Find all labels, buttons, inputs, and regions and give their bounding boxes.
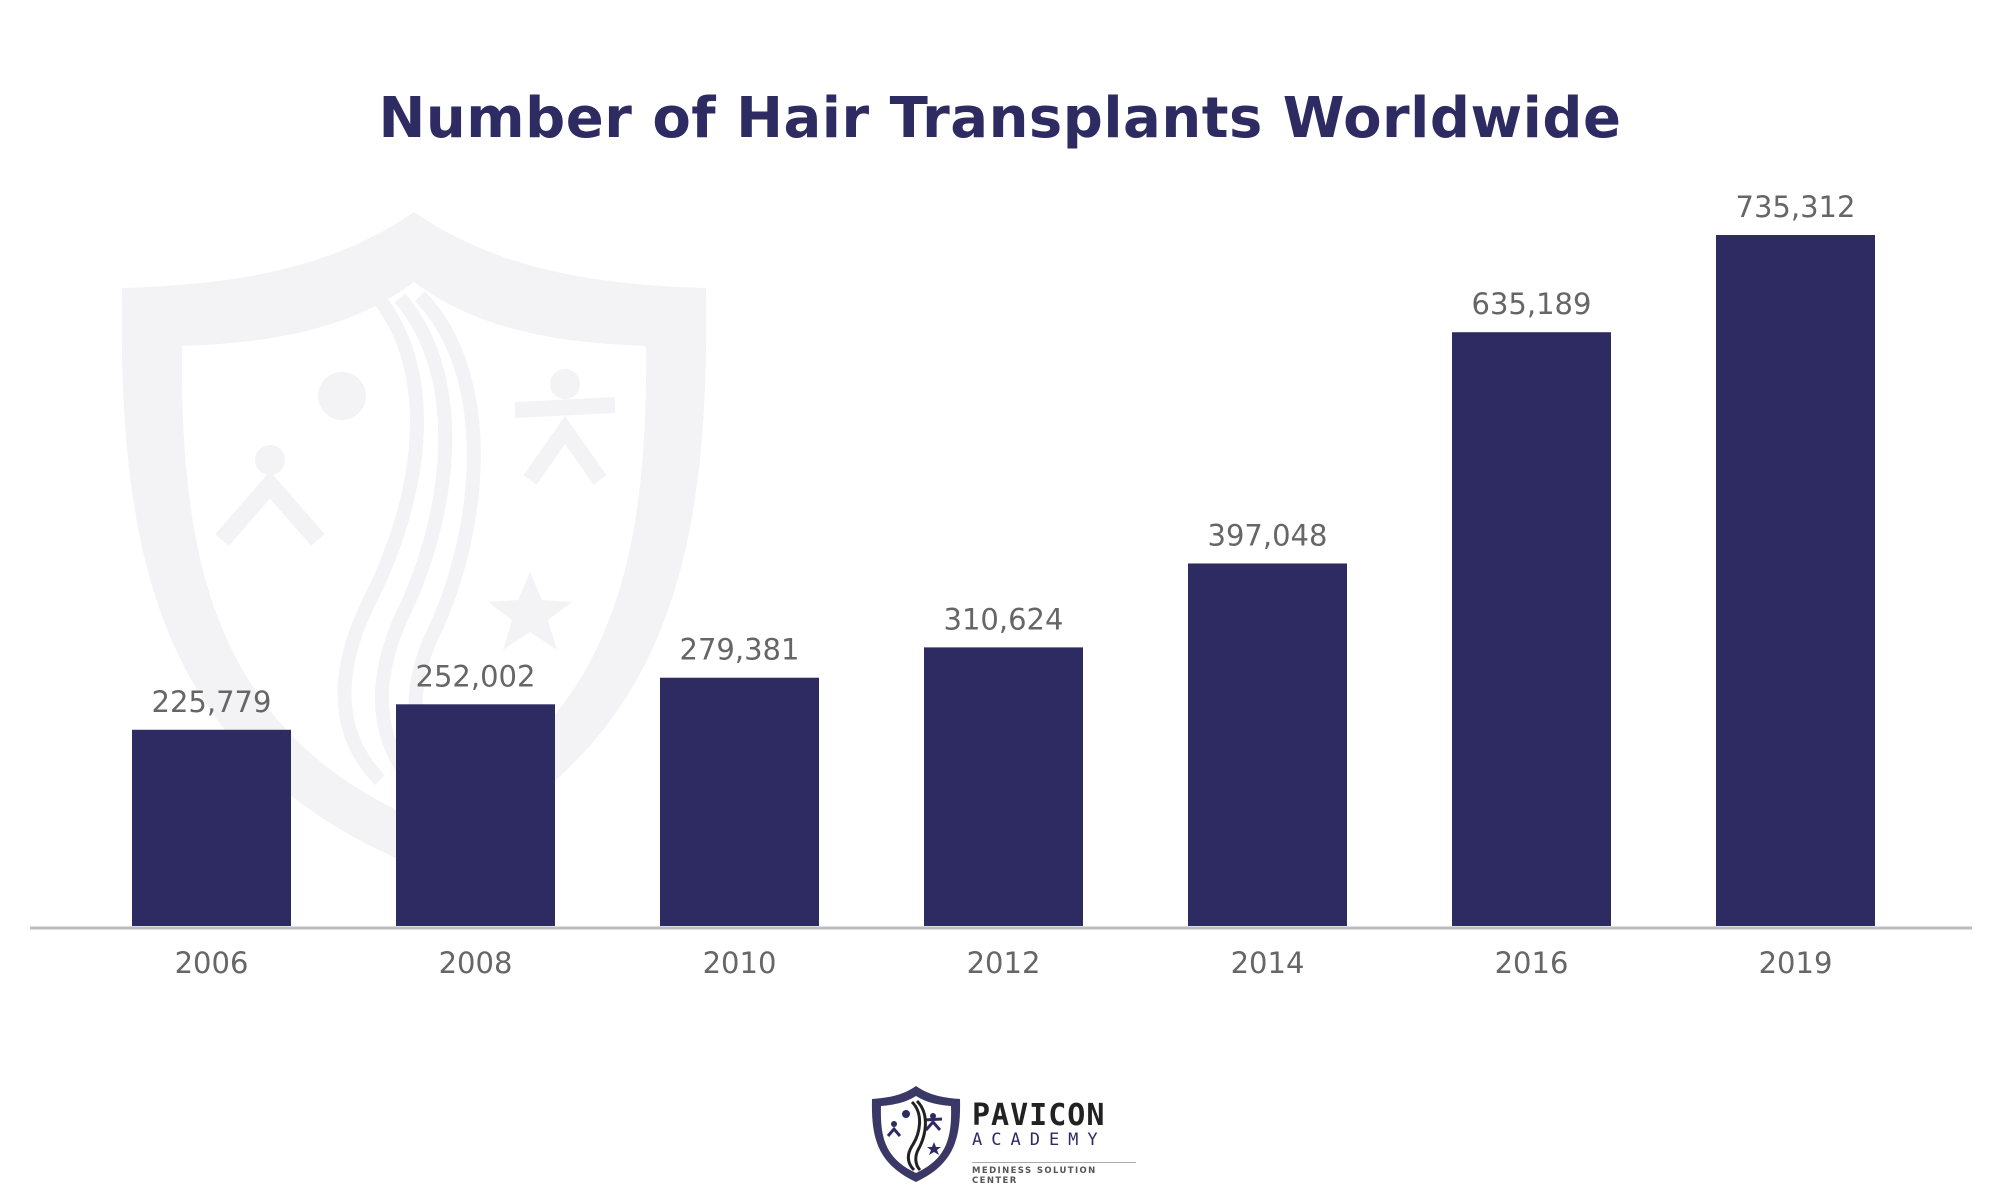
x-tick-label-2019: 2019 — [1759, 946, 1833, 980]
data-label-2006: 225,779 — [152, 685, 272, 719]
bar-2008 — [396, 704, 555, 926]
logo-academy: ACADEMY — [972, 1130, 1107, 1150]
data-label-2014: 397,048 — [1208, 518, 1328, 552]
bar-2016 — [1452, 332, 1611, 926]
logo-name: PAVICON — [972, 1098, 1106, 1133]
logo-shield-icon — [871, 1086, 961, 1182]
bar-2014 — [1188, 563, 1347, 926]
data-label-2008: 252,002 — [416, 659, 536, 693]
x-tick-label-2012: 2012 — [967, 946, 1041, 980]
logo-tagline: MEDINESS SOLUTION CENTER — [972, 1162, 1136, 1186]
data-label-2016: 635,189 — [1472, 287, 1592, 321]
pavicon-academy-logo: PAVICON ACADEMY MEDINESS SOLUTION CENTER — [868, 1084, 1138, 1186]
chart-title: Number of Hair Transplants Worldwide — [378, 86, 1622, 151]
data-label-2010: 279,381 — [680, 633, 800, 667]
x-tick-label-2008: 2008 — [439, 946, 513, 980]
bar-2012 — [924, 647, 1083, 926]
data-label-2019: 735,312 — [1736, 190, 1856, 224]
data-label-2012: 310,624 — [944, 602, 1064, 636]
bar-2019 — [1716, 235, 1875, 926]
x-tick-label-2014: 2014 — [1231, 946, 1305, 980]
bar-2006 — [132, 729, 291, 926]
bar-2010 — [660, 677, 819, 926]
x-tick-label-2016: 2016 — [1495, 946, 1569, 980]
x-tick-label-2010: 2010 — [703, 946, 777, 980]
x-tick-label-2006: 2006 — [175, 946, 249, 980]
